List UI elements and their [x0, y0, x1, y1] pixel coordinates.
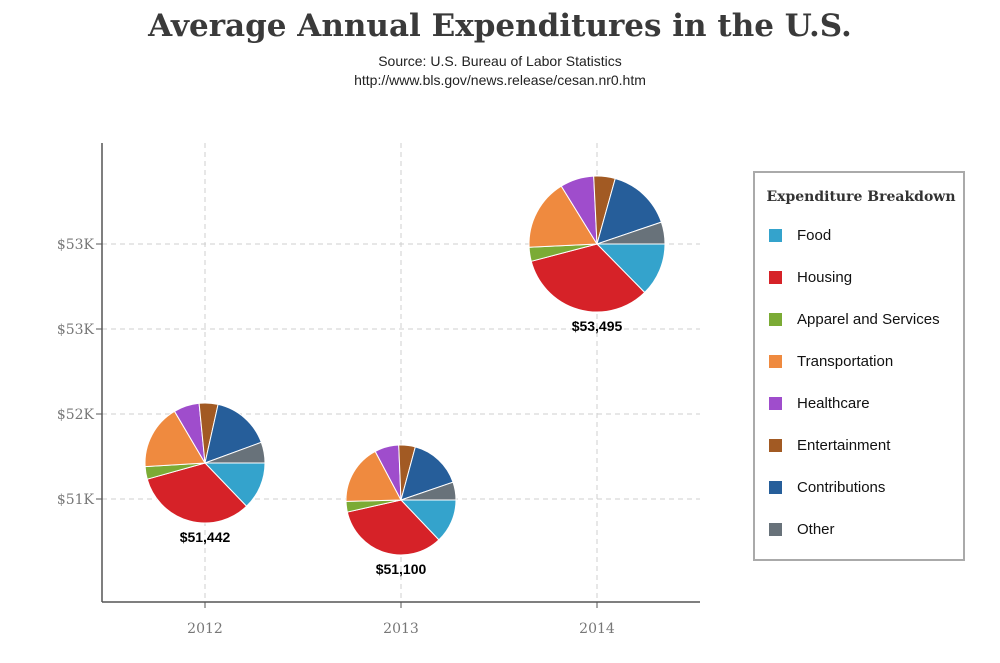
legend-swatch [769, 313, 782, 326]
legend-box [753, 171, 965, 561]
y-tick-label: $53K [57, 237, 95, 253]
pie-marker-2012: $51,442 [144, 402, 266, 545]
pie-total-label: $53,495 [572, 318, 623, 334]
legend-label: Entertainment [797, 437, 891, 454]
legend-swatch [769, 229, 782, 242]
pie-slice-contributions [400, 446, 454, 501]
legend-swatch [769, 397, 782, 410]
legend: Expenditure Breakdown Food Housing Apparel… [753, 171, 965, 561]
y-tick-label: $53K [57, 322, 95, 338]
pie-slice-other [400, 481, 457, 501]
legend-swatch [769, 439, 782, 452]
legend-label: Apparel and Services [797, 311, 940, 328]
legend-label: Healthcare [797, 395, 870, 412]
legend-swatch [769, 523, 782, 536]
pie-total-label: $51,100 [376, 561, 427, 577]
chart-source: Source: U.S. Bureau of Labor Statistics [378, 53, 622, 69]
pie-slice-other [204, 441, 266, 464]
x-tick-label: 2013 [383, 621, 419, 637]
legend-item: Transportation [769, 353, 893, 370]
pie-slice-contributions [596, 177, 663, 245]
pie-marker-2013: $51,100 [345, 444, 457, 577]
legend-swatch [769, 481, 782, 494]
chart-source-url: http://www.bls.gov/news.release/cesan.nr… [354, 72, 646, 88]
legend-item: Food [769, 227, 831, 244]
pie-slice-housing [146, 462, 248, 524]
legend-label: Transportation [797, 353, 893, 370]
legend-item: Contributions [769, 479, 885, 496]
legend-swatch [769, 271, 782, 284]
pie-slice-other [596, 221, 666, 245]
legend-label: Contributions [797, 479, 885, 496]
legend-swatch [769, 355, 782, 368]
pie-total-label: $51,442 [180, 529, 231, 545]
pie-marker-2014: $53,495 [528, 175, 666, 334]
chart-title: Average Annual Expenditures in the U.S. [148, 8, 852, 44]
legend-item: Other [769, 521, 835, 538]
legend-label: Food [797, 227, 831, 244]
legend-item: Healthcare [769, 395, 870, 412]
x-tick-label: 2014 [579, 621, 615, 637]
legend-item: Entertainment [769, 437, 891, 454]
pie-slice-contributions [204, 403, 262, 464]
legend-label: Other [797, 521, 835, 538]
pie-slice-housing [530, 243, 646, 313]
x-tick-label: 2012 [187, 621, 223, 637]
y-tick-label: $51K [57, 492, 95, 508]
pie-markers: $51,442 $51,100 $53,495 [144, 175, 666, 577]
legend-item: Housing [769, 269, 852, 286]
pie-slice-transportation [144, 410, 206, 468]
pie-slice-housing [346, 499, 440, 556]
legend-item: Apparel and Services [769, 311, 940, 328]
pie-slice-transportation [345, 450, 402, 502]
axes: 2012 2013 2014 $51K $52K $53K $53K [57, 143, 700, 637]
pie-slice-transportation [528, 185, 598, 248]
y-tick-label: $52K [57, 407, 95, 423]
legend-label: Housing [797, 269, 852, 286]
legend-title: Expenditure Breakdown [766, 189, 955, 205]
